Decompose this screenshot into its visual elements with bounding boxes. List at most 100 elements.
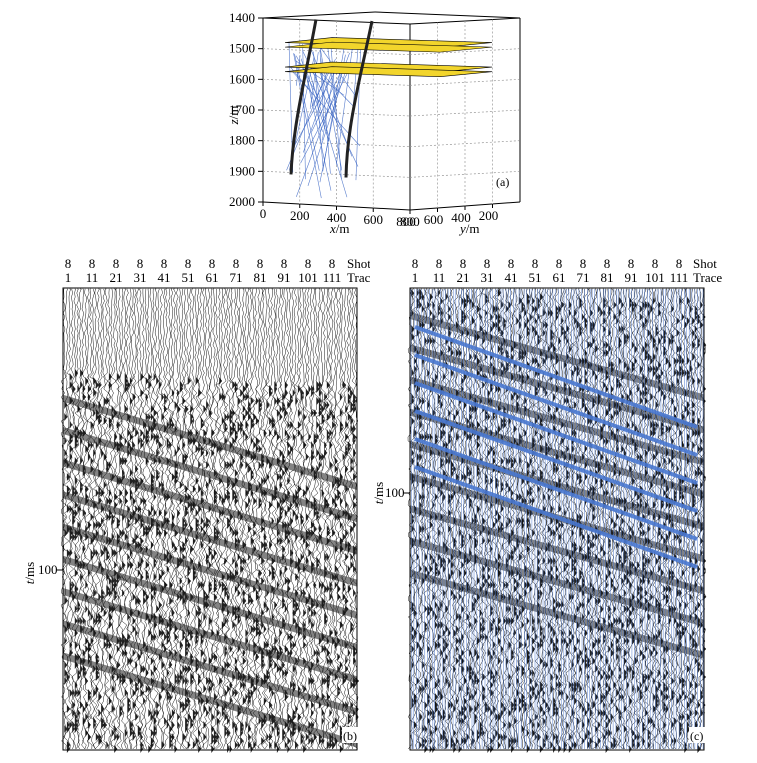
wiggle-trace <box>680 288 689 750</box>
wiggle-trace <box>192 288 200 750</box>
wiggle-fill <box>665 357 670 713</box>
trace-number: 71 <box>230 270 243 285</box>
wiggle-trace <box>170 288 179 750</box>
ray-path <box>327 44 337 113</box>
reflection-event <box>63 523 357 619</box>
wiggle-trace <box>352 288 360 750</box>
wiggle-trace <box>189 288 197 750</box>
wiggle-fill <box>261 453 265 745</box>
wiggle-fill <box>542 309 546 749</box>
wiggle-trace <box>304 288 313 750</box>
shot-header-label: Shot <box>347 256 370 271</box>
ray-path <box>307 70 347 186</box>
trace-number: 21 <box>110 270 123 285</box>
trace-number: 51 <box>529 270 542 285</box>
x-tick-label: 600 <box>364 212 384 227</box>
trace-number: 101 <box>298 270 318 285</box>
x-tick-label: 400 <box>327 210 347 225</box>
wiggle-fill <box>347 385 352 733</box>
wiggle-trace <box>257 288 265 750</box>
wiggle-trace <box>202 288 210 750</box>
wiggle-fill <box>689 305 693 717</box>
wiggle-fill <box>679 297 683 737</box>
wiggle-trace <box>283 288 292 750</box>
wiggle-fill <box>492 305 497 741</box>
wiggle-trace <box>155 288 163 750</box>
wiggle-fill <box>329 409 333 749</box>
reflection-event <box>410 569 704 659</box>
wiggle-trace <box>176 288 184 750</box>
reflection-event <box>410 537 704 627</box>
trace-number: 111 <box>323 270 342 285</box>
wiggle-fill <box>427 301 431 725</box>
trace-number: 31 <box>481 270 494 285</box>
wiggle-trace <box>160 288 168 750</box>
trace-tint <box>554 288 557 750</box>
well-trajectory <box>289 19 318 175</box>
ray-path <box>300 64 352 164</box>
trace-tint <box>502 288 505 750</box>
panel-b-tag: (b) <box>343 729 357 743</box>
wiggle-fill <box>671 305 675 745</box>
trace-tint <box>410 288 413 750</box>
picked-event-overlay <box>410 288 704 750</box>
wiggle-trace <box>194 288 202 750</box>
wiggle-trace <box>294 288 302 750</box>
trace-tint <box>536 288 539 750</box>
x-axis-label: x/m <box>329 221 350 236</box>
shot-number: 8 <box>676 256 683 271</box>
wiggle-fill <box>434 373 439 733</box>
shot-number: 8 <box>484 256 491 271</box>
wiggle-trace <box>299 288 307 750</box>
wiggle-fill <box>568 301 573 753</box>
ray-path <box>305 69 330 142</box>
wiggle-fill <box>437 289 441 717</box>
time-axis-label: t/ms <box>371 482 386 504</box>
wiggle-fill <box>206 401 210 717</box>
wiggle-trace <box>607 288 615 750</box>
z-tick-label: 1400 <box>229 10 255 25</box>
trace-tint <box>617 288 620 750</box>
trace-tint <box>699 288 701 750</box>
wiggle-trace <box>207 288 215 750</box>
wiggle-fill <box>592 321 596 709</box>
trace-number: 61 <box>553 270 566 285</box>
wiggle-fill <box>240 389 244 745</box>
trace-number: 71 <box>577 270 590 285</box>
reflection-event <box>63 652 357 748</box>
grid-line <box>262 140 411 148</box>
wiggle-fill <box>686 297 691 733</box>
shot-number: 8 <box>161 256 168 271</box>
trace-number: 11 <box>433 270 446 285</box>
trace-number: 81 <box>254 270 267 285</box>
trace-tint <box>515 288 517 750</box>
z-tick-label: 1500 <box>229 41 255 56</box>
gather-frame <box>409 287 705 751</box>
wiggle-fill <box>326 381 331 749</box>
wiggle-fill <box>169 417 173 749</box>
wiggle-trace <box>641 288 649 750</box>
wiggle-fill <box>303 413 307 753</box>
wiggle-trace <box>499 288 507 750</box>
wiggle-trace <box>289 288 297 750</box>
trace-number: 1 <box>65 270 72 285</box>
wiggle-trace <box>291 288 300 750</box>
time-tick-100: 100 <box>38 562 58 577</box>
shot-number: 8 <box>556 256 563 271</box>
shot-number: 8 <box>412 256 419 271</box>
wiggle-trace <box>273 288 281 750</box>
wiggle-fill <box>266 401 270 741</box>
wiggle-fill <box>521 301 525 733</box>
wiggle-trace <box>609 288 618 750</box>
wiggle-fill <box>242 385 247 705</box>
wiggle-fill <box>576 321 580 725</box>
wiggle-fill <box>85 377 89 737</box>
shot-number: 8 <box>652 256 659 271</box>
well-trajectories <box>289 19 374 178</box>
wiggle-fill <box>642 301 646 745</box>
wiggle-fill <box>339 393 344 753</box>
wiggle-trace <box>144 288 152 750</box>
wiggle-fill <box>668 337 672 625</box>
shot-number: 8 <box>532 256 539 271</box>
trace-number: 31 <box>134 270 147 285</box>
